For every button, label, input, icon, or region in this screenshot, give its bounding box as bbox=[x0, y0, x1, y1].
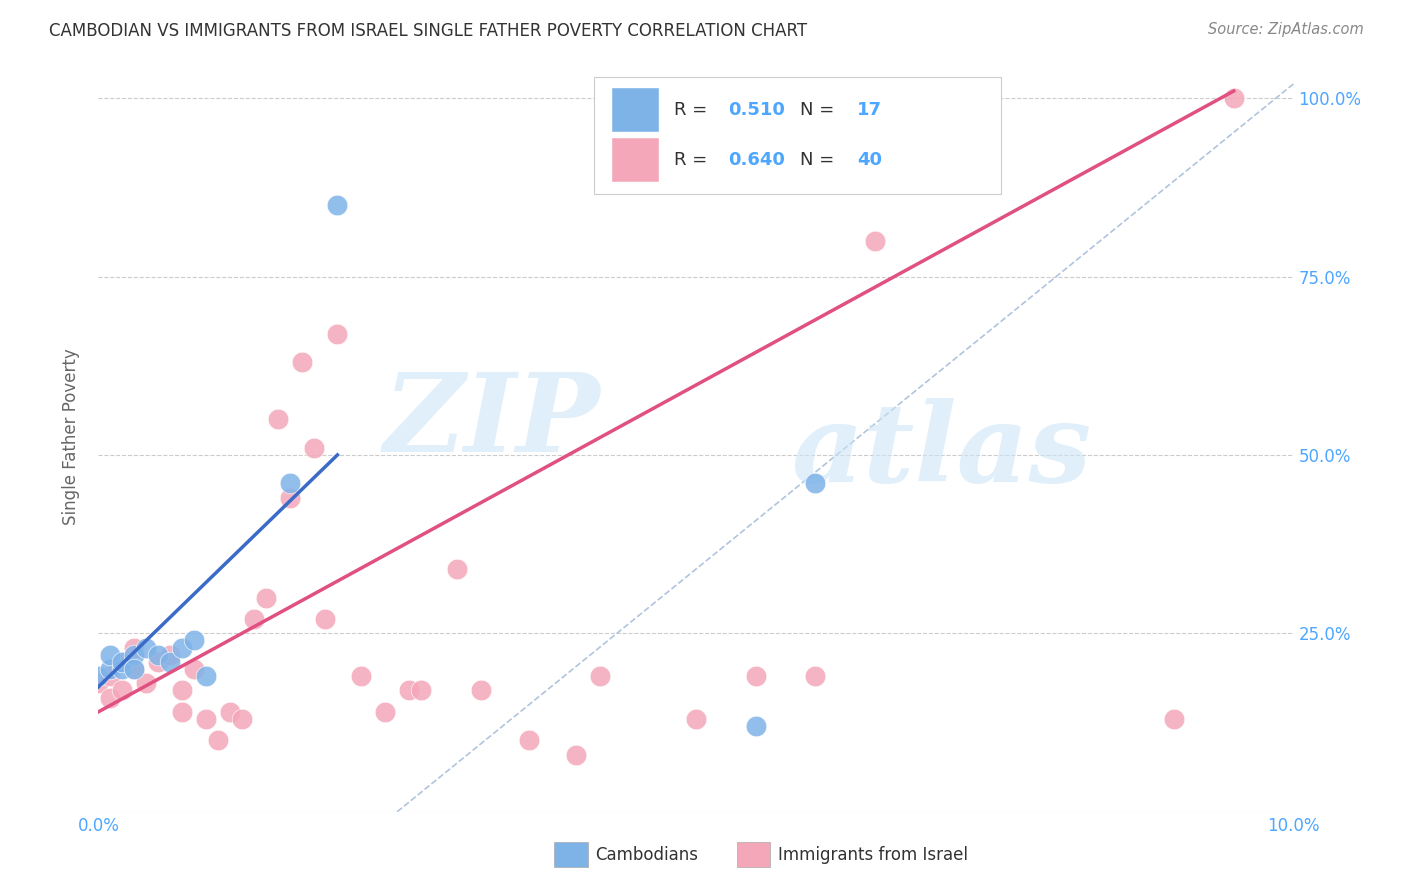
Point bbox=[278, 476, 301, 491]
Point bbox=[350, 669, 373, 683]
Point bbox=[87, 669, 110, 683]
Point bbox=[865, 234, 887, 248]
Point bbox=[804, 669, 827, 683]
Point bbox=[98, 648, 122, 662]
Point bbox=[411, 683, 433, 698]
Text: R =: R = bbox=[675, 101, 713, 119]
Point bbox=[87, 676, 110, 690]
Point bbox=[98, 690, 122, 705]
Text: N =: N = bbox=[800, 151, 839, 169]
Point bbox=[194, 712, 218, 726]
Point bbox=[172, 683, 194, 698]
Text: atlas: atlas bbox=[792, 399, 1092, 506]
Text: 0.510: 0.510 bbox=[728, 101, 785, 119]
Point bbox=[172, 640, 194, 655]
Text: 0.640: 0.640 bbox=[728, 151, 785, 169]
Text: Cambodians: Cambodians bbox=[595, 846, 697, 863]
Text: Source: ZipAtlas.com: Source: ZipAtlas.com bbox=[1208, 22, 1364, 37]
Point bbox=[1163, 712, 1185, 726]
Point bbox=[804, 476, 827, 491]
Point bbox=[98, 662, 122, 676]
Point bbox=[267, 412, 290, 426]
Point bbox=[98, 669, 122, 683]
Point bbox=[278, 491, 301, 505]
Point bbox=[219, 705, 242, 719]
Point bbox=[565, 747, 588, 762]
Point bbox=[159, 648, 181, 662]
Point bbox=[243, 612, 266, 626]
Point bbox=[1223, 91, 1246, 105]
Point bbox=[124, 640, 146, 655]
Text: 17: 17 bbox=[858, 101, 883, 119]
Point bbox=[685, 712, 707, 726]
Text: CAMBODIAN VS IMMIGRANTS FROM ISRAEL SINGLE FATHER POVERTY CORRELATION CHART: CAMBODIAN VS IMMIGRANTS FROM ISRAEL SING… bbox=[49, 22, 807, 40]
FancyBboxPatch shape bbox=[612, 137, 659, 182]
Point bbox=[745, 669, 768, 683]
Text: ZIP: ZIP bbox=[384, 368, 600, 475]
Y-axis label: Single Father Poverty: Single Father Poverty bbox=[62, 349, 80, 525]
Text: 40: 40 bbox=[858, 151, 883, 169]
Point bbox=[517, 733, 540, 747]
Point bbox=[470, 683, 492, 698]
Point bbox=[111, 655, 134, 669]
Point bbox=[148, 655, 170, 669]
Point bbox=[111, 683, 134, 698]
Point bbox=[302, 441, 325, 455]
Point bbox=[374, 705, 396, 719]
Text: R =: R = bbox=[675, 151, 713, 169]
Point bbox=[231, 712, 253, 726]
Text: N =: N = bbox=[800, 101, 839, 119]
Point bbox=[135, 676, 157, 690]
Point bbox=[207, 733, 229, 747]
Point bbox=[183, 662, 205, 676]
Point bbox=[589, 669, 612, 683]
Point bbox=[398, 683, 420, 698]
Point bbox=[148, 648, 170, 662]
FancyBboxPatch shape bbox=[612, 87, 659, 132]
Point bbox=[290, 355, 312, 369]
Point bbox=[183, 633, 205, 648]
Point bbox=[446, 562, 468, 576]
Point bbox=[159, 655, 181, 669]
Point bbox=[745, 719, 768, 733]
Point bbox=[172, 705, 194, 719]
FancyBboxPatch shape bbox=[595, 78, 1001, 194]
Point bbox=[111, 662, 134, 676]
Point bbox=[254, 591, 277, 605]
Text: Immigrants from Israel: Immigrants from Israel bbox=[778, 846, 967, 863]
Point bbox=[111, 655, 134, 669]
Point bbox=[315, 612, 337, 626]
Point bbox=[135, 640, 157, 655]
Point bbox=[326, 198, 349, 212]
Point bbox=[326, 326, 349, 341]
Point bbox=[124, 662, 146, 676]
Point bbox=[194, 669, 218, 683]
Point bbox=[124, 648, 146, 662]
Point bbox=[124, 662, 146, 676]
